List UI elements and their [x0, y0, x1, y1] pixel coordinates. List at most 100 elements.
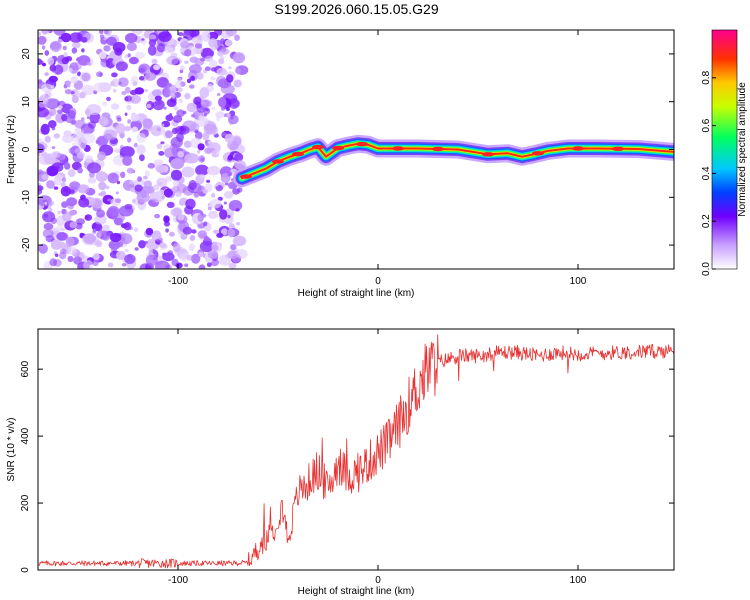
noise-blob: [118, 205, 134, 217]
noise-blob: [184, 60, 189, 64]
noise-blob: [133, 142, 138, 148]
noise-blob: [177, 214, 185, 221]
noise-blob: [136, 192, 150, 203]
noise-blob: [144, 89, 149, 92]
noise-blob: [166, 201, 175, 209]
noise-blob: [207, 206, 212, 211]
noise-blob: [145, 227, 154, 236]
noise-blob: [228, 200, 243, 212]
noise-blob: [107, 262, 114, 268]
noise-blob: [133, 227, 139, 232]
noise-blob: [211, 46, 216, 51]
noise-blob: [200, 57, 206, 62]
noise-blob: [163, 106, 167, 110]
noise-blob: [132, 81, 138, 87]
noise-blob: [233, 162, 237, 166]
y-tick-label: -20: [21, 237, 32, 252]
noise-blob: [154, 213, 161, 219]
noise-blob: [52, 69, 56, 73]
x-tick-label: 0: [375, 276, 381, 287]
noise-blob: [177, 87, 183, 93]
noise-blob: [189, 64, 202, 74]
ridge-peak: [292, 151, 304, 157]
noise-blob: [207, 250, 219, 259]
noise-blob: [71, 47, 77, 54]
noise-blob: [156, 43, 166, 53]
noise-blob: [210, 67, 217, 72]
y-tick-label: 600: [20, 360, 31, 377]
noise-blob: [38, 185, 44, 191]
noise-blob: [157, 189, 165, 196]
noise-blob: [211, 106, 216, 111]
noise-blob: [87, 177, 97, 184]
noise-blob: [53, 30, 66, 36]
noise-blob: [84, 214, 93, 221]
noise-blob: [44, 135, 51, 143]
noise-blob: [227, 214, 231, 219]
noise-blob: [101, 231, 111, 242]
noise-blob: [86, 104, 102, 116]
noise-blob: [160, 141, 165, 145]
noise-blob: [87, 121, 96, 129]
noise-blob: [86, 62, 92, 66]
noise-blob: [66, 197, 78, 207]
noise-blob: [96, 231, 102, 238]
noise-blob: [185, 198, 196, 210]
noise-blob: [234, 34, 240, 41]
noise-blob: [128, 56, 139, 65]
noise-blob: [62, 211, 72, 222]
noise-blob: [183, 140, 192, 148]
ridge-peak: [612, 146, 624, 151]
noise-blob: [116, 241, 124, 248]
noise-blob: [48, 207, 53, 213]
noise-blob: [175, 262, 183, 269]
noise-blob: [139, 154, 145, 162]
noise-blob: [217, 50, 224, 57]
noise-blob: [172, 180, 180, 188]
x-tick-label: 100: [570, 276, 587, 287]
noise-blob: [106, 36, 117, 46]
noise-blob: [211, 244, 219, 251]
noise-blob: [186, 102, 197, 113]
noise-blob: [81, 84, 95, 96]
x-tick-label: -100: [168, 276, 188, 287]
noise-blob: [131, 30, 143, 35]
noise-blob: [199, 240, 214, 253]
noise-blob: [38, 107, 50, 118]
noise-blob: [103, 45, 111, 52]
ridge-peak: [392, 146, 404, 151]
ridge-peak: [356, 141, 368, 147]
noise-blob: [163, 188, 173, 198]
noise-blob: [51, 126, 56, 131]
x-tick-label: -100: [168, 575, 188, 586]
noise-blob: [188, 179, 197, 191]
noise-blob: [123, 222, 132, 231]
noise-blob: [175, 40, 180, 44]
noise-blob: [92, 252, 100, 261]
noise-blob: [208, 38, 218, 48]
noise-blob: [170, 169, 183, 181]
noise-blob: [228, 262, 237, 269]
noise-blob: [67, 169, 76, 178]
noise-blob: [38, 143, 45, 154]
noise-blob: [220, 38, 225, 44]
noise-blob: [71, 133, 79, 142]
noise-blob: [216, 67, 227, 76]
noise-blob: [124, 126, 132, 132]
noise-blob: [202, 189, 208, 194]
noise-blob: [54, 253, 59, 257]
noise-blob: [125, 32, 138, 44]
y-tick-label: 20: [21, 48, 32, 60]
noise-blob: [209, 198, 222, 209]
noise-blob: [118, 81, 122, 86]
noise-blob: [197, 149, 201, 154]
noise-blob: [51, 146, 56, 150]
y-axis-label: SNR (10 * v/v): [6, 418, 17, 482]
noise-blob: [114, 47, 123, 56]
noise-blob: [67, 246, 77, 255]
noise-blob: [95, 240, 100, 245]
noise-blob: [38, 152, 41, 157]
ridge-peak: [240, 174, 252, 179]
ridge-peak: [482, 152, 494, 157]
